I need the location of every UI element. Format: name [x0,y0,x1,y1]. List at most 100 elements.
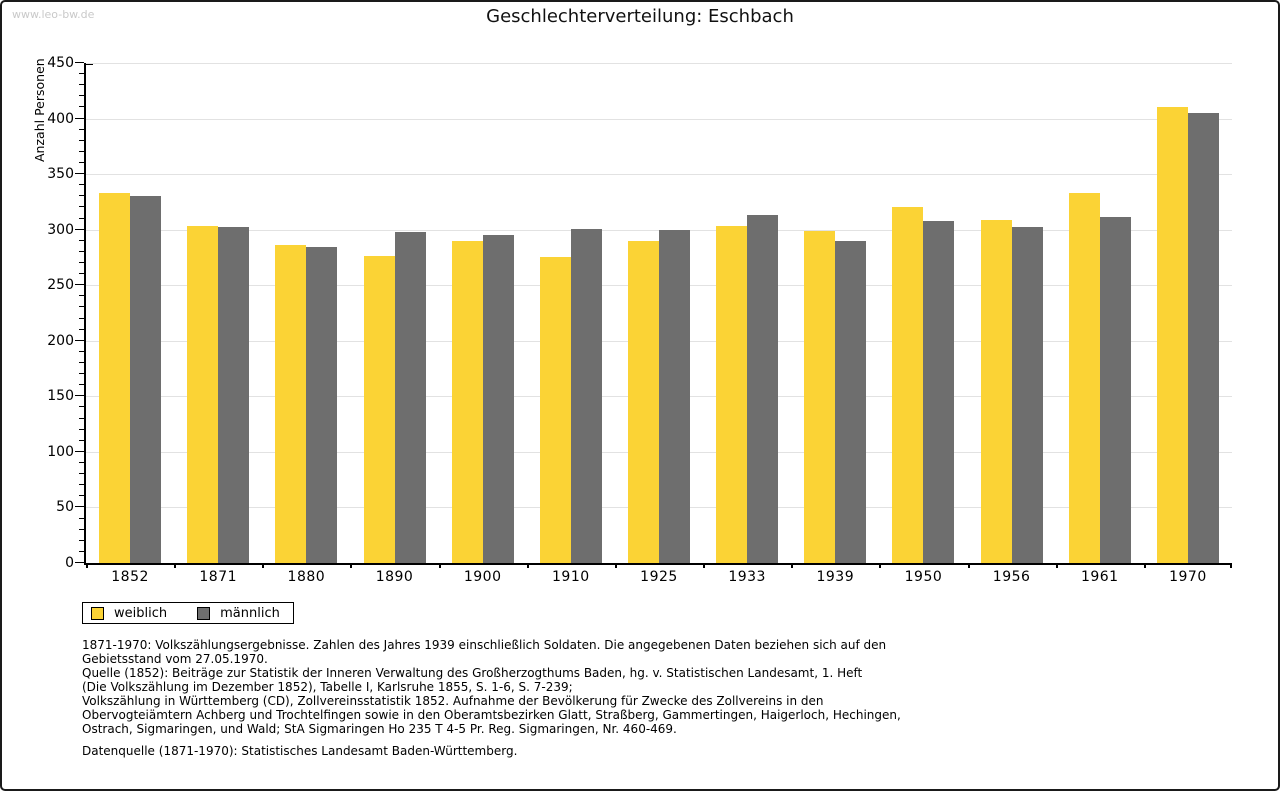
bar-männlich-1925 [658,230,690,563]
y-minor-tick [79,162,84,163]
bar-männlich-1900 [482,235,514,563]
legend-label: weiblich [114,605,168,621]
bar-group-1852 [86,63,174,563]
x-tick [350,563,353,568]
y-major-tick [75,62,84,63]
y-tick-label: 100 [47,443,74,460]
y-tick-label: 200 [47,332,74,349]
y-minor-tick [79,495,84,497]
y-minor-tick [79,106,84,108]
gridline [86,118,1232,120]
y-minor-tick [79,273,84,275]
bar-männlich-1956 [1011,227,1043,563]
bar-group-1956 [968,63,1056,563]
y-minor-tick [79,139,84,141]
x-tick [1055,563,1058,568]
bar-weiblich-1970 [1156,107,1188,563]
y-minor-tick [79,417,84,419]
y-minor-tick [79,328,84,330]
legend-label: männlich [220,605,280,621]
footnote-line: (Die Volkszählung im Dezember 1852), Tab… [82,680,573,694]
x-tick-label: 1961 [1080,569,1119,585]
legend: weiblich männlich [82,602,294,624]
y-minor-tick [79,350,84,352]
x-tick-labels: 1852 1871 1880 1890 1900 1910 1925 1933 1939 1950… [86,569,1232,587]
x-tick [967,563,970,568]
bar-männlich-1890 [394,232,426,563]
bar-männlich-1961 [1099,217,1131,563]
y-major-tick [75,450,84,452]
legend-swatch [197,606,211,620]
bar-group-1970 [1144,63,1232,563]
bar-weiblich-1871 [187,226,219,563]
x-tick-label: 1939 [816,569,855,585]
y-minor-tick [79,384,84,386]
y-minor-tick [79,550,84,552]
bar-weiblich-1925 [627,241,659,563]
y-tick-label: 350 [47,166,74,183]
footnote-line: Obervogteiämtern Achberg und Trochtelfin… [82,708,901,722]
y-minor-tick [79,73,84,75]
x-tick-label: 1880 [287,569,326,585]
y-minor-tick [79,195,84,197]
y-minor-tick [79,95,84,97]
x-tick [791,563,794,568]
y-minor-tick [79,517,84,519]
y-minor-tick [79,128,84,130]
bar-männlich-1933 [747,215,779,563]
bar-weiblich-1956 [980,220,1012,563]
y-major-tick [75,228,84,230]
datasource-note: Datenquelle (1871-1970): Statistisches L… [82,744,518,758]
x-tick [526,563,529,568]
bar-männlich-1880 [306,247,338,563]
bar-weiblich-1950 [892,207,924,563]
y-minor-tick [79,362,84,363]
bar-group-1925 [615,63,703,563]
bar-männlich-1910 [570,229,602,563]
x-tick [1230,563,1232,568]
y-tick-label: 0 [65,555,74,571]
bar-group-1933 [703,63,791,563]
x-tick [703,563,706,568]
x-tick-label: 1900 [463,569,502,585]
bar-männlich-1871 [218,227,250,563]
y-major-tick [75,562,84,563]
y-minor-tick [79,484,84,486]
bar-weiblich-1852 [99,193,131,563]
y-minor-tick [79,295,84,297]
y-minor-tick [79,528,84,530]
x-tick [174,563,177,568]
y-tick-labels: 0 50 100 150 200 250 300 350 400 450 [2,55,74,571]
bar-group-1939 [791,63,879,563]
axis-top-cap [86,63,93,65]
y-minor-tick [79,206,84,208]
y-minor-tick [79,150,84,152]
bar-weiblich-1900 [451,241,483,563]
y-minor-tick [79,373,84,375]
y-major-tick [75,173,84,175]
x-axis-line [84,563,1232,565]
bar-männlich-1950 [923,221,955,563]
x-tick-label: 1852 [111,569,149,585]
footnote-line: Gebietsstand vom 27.05.1970. [82,652,268,666]
x-tick-label: 1970 [1169,569,1207,585]
x-tick [879,563,882,568]
y-minor-tick [79,250,84,252]
x-tick [86,563,88,568]
bar-weiblich-1910 [539,257,571,563]
bar-group-1950 [879,63,967,563]
legend-item-weiblich: weiblich [91,606,167,621]
y-minor-tick [79,539,84,541]
footnote-line: Ostrach, Sigmaringen, und Wald; StA Sigm… [82,722,677,736]
y-minor-tick [79,306,84,308]
x-tick-label: 1871 [199,569,238,585]
gridline [86,174,1232,176]
y-tick-label: 150 [47,388,74,405]
y-minor-tick [79,406,84,408]
x-tick [614,563,617,568]
y-major-tick [75,395,84,397]
bar-group-1961 [1056,63,1144,563]
bar-weiblich-1890 [363,256,395,563]
watermark: www.leo-bw.de [12,8,95,21]
